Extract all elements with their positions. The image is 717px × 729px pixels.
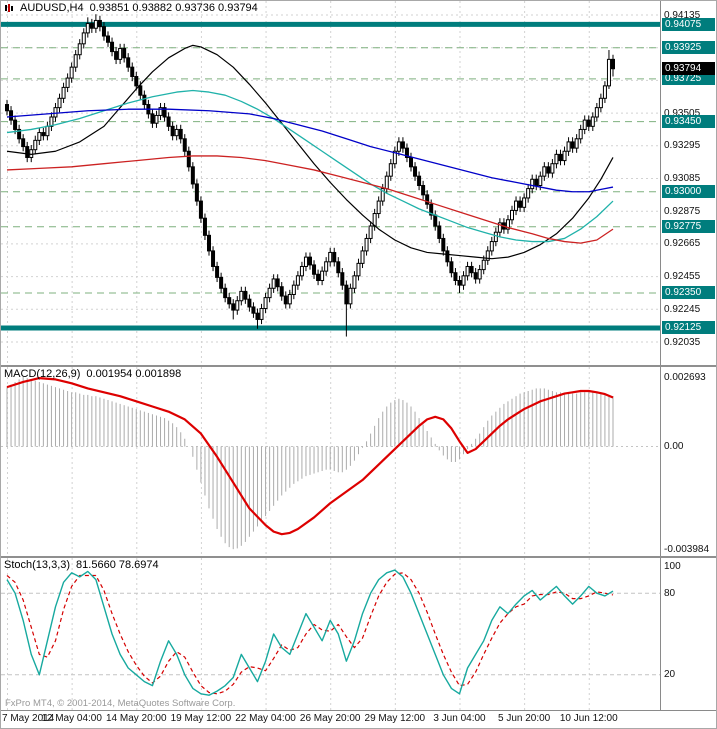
ma-black	[6, 44, 614, 260]
stoch-level-label: 80	[664, 587, 676, 599]
macd-zero-label: 0.00	[664, 440, 684, 452]
time-label: 10 Jun 12:00	[559, 713, 618, 724]
symbol-period-label: AUDUSD,H4	[20, 2, 84, 14]
current-price-label: 0.93794	[662, 61, 715, 75]
macd-panel: 0.002693 0.00 -0.003984 MACD(12,26,9) 0.00…	[1, 367, 716, 556]
price-tick-label: 0.93085	[664, 173, 701, 184]
time-label: 14 May 20:00	[105, 713, 167, 724]
time-label: 3 Jun 04:00	[433, 713, 486, 724]
ma-blue	[6, 108, 614, 193]
price-tick-label: 0.92455	[664, 271, 701, 283]
ma-red	[6, 155, 614, 244]
panel-divider-2[interactable]	[1, 556, 716, 558]
broker-watermark: FxPro MT4, © 2001-2014, MetaQuotes Softw…	[5, 698, 236, 709]
macd-min-label: -0.003984	[664, 543, 710, 555]
ohlc-quote: 0.93851 0.93882 0.93736 0.93794	[89, 2, 258, 14]
macd-plot[interactable]	[1, 367, 660, 556]
macd-indicator-name: MACD(12,26,9)	[4, 368, 81, 380]
stoch-level-label: 20	[664, 669, 676, 681]
stoch-value-axis[interactable]: 100 80 20	[660, 558, 716, 710]
price-tick-label: 0.92035	[664, 336, 701, 348]
level-price-label: 0.93925	[662, 41, 715, 55]
chart-title: AUDUSD,H4 0.93851 0.93882 0.93736 0.9379…	[4, 2, 258, 14]
chart-icon	[4, 3, 14, 13]
stochastic-panel: 100 80 20 Stoch(13,3,3) 81.5660 78.6974 Fx…	[1, 558, 716, 710]
time-label: 26 May 20:00	[299, 713, 361, 724]
time-label: 5 Jun 20:00	[497, 713, 551, 724]
main-chart-panel: 0.94135 0.93505 0.93295 0.93085 0.92875 0.926…	[1, 1, 716, 365]
level-price-label: 0.93450	[662, 115, 715, 129]
main-price-axis[interactable]: 0.94135 0.93505 0.93295 0.93085 0.92875 0.926…	[660, 1, 716, 365]
time-label: 7 May 2014	[2, 713, 55, 724]
stoch-title: Stoch(13,3,3) 81.5660 78.6974	[4, 559, 159, 571]
stoch-level-label: 100	[664, 560, 681, 572]
time-label: 12 May 04:00	[41, 713, 102, 724]
macd-value-axis[interactable]: 0.002693 0.00 -0.003984	[660, 367, 716, 556]
macd-title: MACD(12,26,9) 0.001954 0.001898	[4, 368, 181, 380]
ma-aqua	[6, 89, 614, 243]
stoch-indicator-name: Stoch(13,3,3)	[4, 559, 71, 571]
level-price-label: 0.94075	[662, 17, 715, 31]
macd-max-label: 0.002693	[664, 371, 706, 383]
stoch-values: 81.5660 78.6974	[76, 559, 159, 571]
level-price-label: 0.92775	[662, 220, 715, 234]
price-tick-label: 0.92875	[664, 205, 701, 217]
price-tick-label: 0.92665	[664, 238, 701, 250]
price-tick-label: 0.92245	[664, 303, 701, 315]
level-price-label: 0.93725	[662, 72, 715, 86]
macd-values: 0.001954 0.001898	[86, 368, 182, 380]
time-label: 19 May 12:00	[170, 713, 232, 724]
level-price-label: 0.93000	[662, 185, 715, 199]
price-tick-label: 0.93505	[664, 107, 701, 119]
time-axis[interactable]: 7 May 2014 12 May 04:00 14 May 20:00 19 May…	[1, 710, 716, 728]
price-tick-label: 0.93295	[664, 140, 701, 152]
level-price-label: 0.92125	[662, 321, 715, 335]
stoch-plot[interactable]	[1, 558, 660, 710]
main-plot[interactable]	[1, 1, 660, 365]
time-label: 22 May 04:00	[235, 713, 296, 724]
price-tick-label: 0.94135	[664, 9, 701, 21]
panel-divider-1[interactable]	[1, 365, 716, 367]
time-label: 29 May 12:00	[364, 713, 426, 724]
level-price-label: 0.92350	[662, 286, 715, 300]
